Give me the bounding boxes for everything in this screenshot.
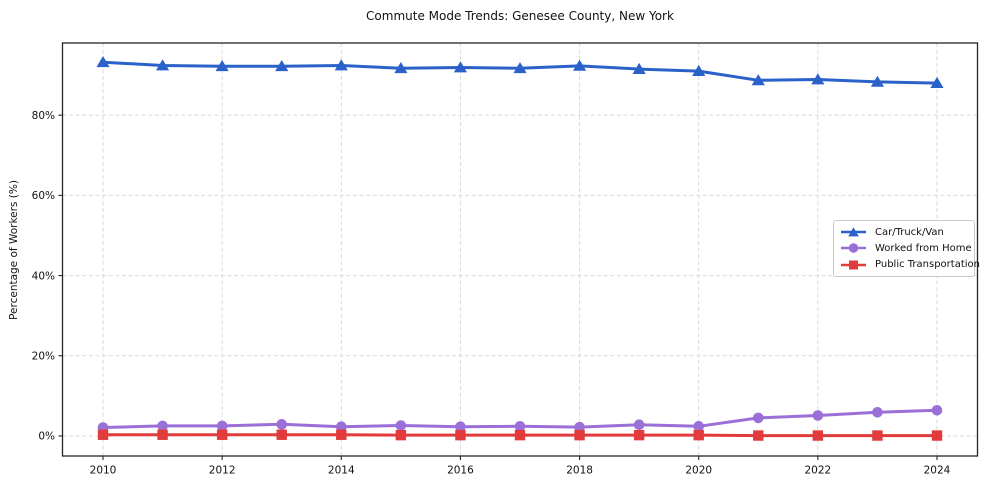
public-transportation-line-icon [841, 260, 866, 270]
svg-text:2016: 2016 [447, 465, 474, 477]
svg-text:2010: 2010 [90, 465, 117, 477]
worked-from-home-line-icon [841, 243, 866, 254]
legend: Car/Truck/Van Worked from Home Public Tr… [833, 220, 980, 277]
legend-item-car-truck-van: Car/Truck/Van [840, 226, 968, 238]
svg-text:60%: 60% [32, 190, 55, 202]
svg-text:0%: 0% [38, 431, 55, 443]
legend-label: Worked from Home [875, 242, 972, 254]
svg-text:2014: 2014 [328, 465, 355, 477]
svg-text:20%: 20% [32, 350, 55, 362]
legend-item-worked-from-home: Worked from Home [840, 242, 972, 254]
chart-title: Commute Mode Trends: Genesee County, New… [366, 9, 674, 23]
svg-text:2024: 2024 [924, 465, 951, 477]
svg-text:2012: 2012 [209, 465, 236, 477]
svg-text:2020: 2020 [685, 465, 712, 477]
svg-text:80%: 80% [32, 110, 55, 122]
svg-text:40%: 40% [32, 270, 55, 282]
legend-item-public-transportation: Public Transportation [840, 259, 980, 271]
svg-text:2018: 2018 [566, 465, 593, 477]
legend-label: Car/Truck/Van [875, 226, 944, 238]
svg-text:2022: 2022 [804, 465, 831, 477]
car-truck-van-line-icon [841, 227, 866, 237]
legend-label: Public Transportation [875, 259, 980, 271]
